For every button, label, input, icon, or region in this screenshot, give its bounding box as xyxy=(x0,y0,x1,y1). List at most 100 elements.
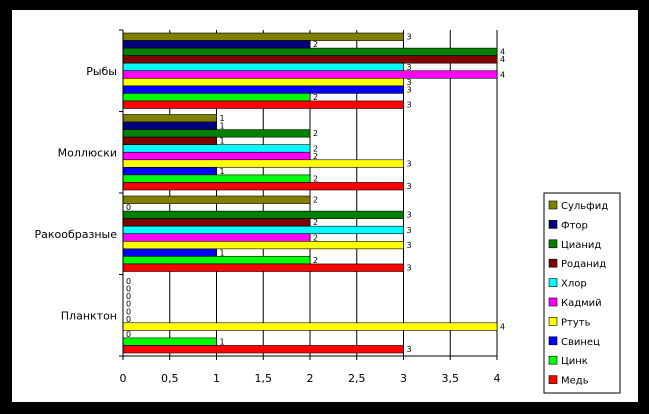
bar xyxy=(122,129,311,138)
legend-label: Цинк xyxy=(561,356,588,367)
data-label: 2 xyxy=(313,129,318,138)
bar xyxy=(122,225,404,235)
legend-swatch xyxy=(548,355,558,365)
bar xyxy=(122,85,404,94)
legend-label: Цианид xyxy=(561,240,601,251)
data-label: 0 xyxy=(126,292,131,301)
legend-swatch xyxy=(548,258,558,268)
data-label: 1 xyxy=(220,137,225,146)
bar xyxy=(122,151,311,161)
bar xyxy=(122,210,404,219)
bar xyxy=(122,337,217,346)
bar xyxy=(122,40,311,49)
value-axis: 0 0,5 1 1,5 2 2,5 3 3,5 4 xyxy=(120,356,501,385)
data-label: 1 xyxy=(220,167,225,176)
legend-label: Свинец xyxy=(561,337,600,348)
category-label: Планктон xyxy=(61,309,117,322)
data-label: 3 xyxy=(407,211,412,220)
data-label: 3 xyxy=(407,101,412,110)
legend-swatch xyxy=(548,375,558,384)
data-label: 1 xyxy=(220,248,225,257)
data-label: 2 xyxy=(313,174,318,183)
data-label: 2 xyxy=(313,152,318,161)
bar xyxy=(122,218,311,227)
legend-swatch xyxy=(548,200,558,210)
data-label: 4 xyxy=(500,48,505,57)
data-label: 3 xyxy=(407,159,412,168)
bar xyxy=(122,55,498,64)
data-label: 3 xyxy=(407,264,412,273)
x-tick-label: 4 xyxy=(494,372,501,385)
data-label: 2 xyxy=(313,196,318,205)
legend-label: Хлор xyxy=(561,279,587,290)
bar xyxy=(122,136,217,145)
bar xyxy=(122,159,404,168)
x-tick-label: 1,5 xyxy=(255,372,273,385)
data-label: 3 xyxy=(407,182,412,191)
bar xyxy=(122,182,404,191)
legend-label: Фтор xyxy=(561,220,588,231)
legend-label: Сульфид xyxy=(561,201,608,212)
bar xyxy=(122,32,404,41)
data-label: 2 xyxy=(313,218,318,227)
data-label: 1 xyxy=(220,122,225,131)
data-label: 0 xyxy=(126,203,131,212)
data-label: 3 xyxy=(407,85,412,94)
legend-label: Кадмий xyxy=(561,298,602,309)
data-label: 3 xyxy=(407,33,412,42)
bar xyxy=(122,322,498,331)
legend-label: Медь xyxy=(561,376,589,387)
bar xyxy=(122,174,311,183)
data-label: 4 xyxy=(500,322,505,331)
data-label: 0 xyxy=(126,300,131,309)
bar xyxy=(122,47,498,56)
x-tick-label: 2,5 xyxy=(348,372,366,385)
bar xyxy=(122,263,404,272)
bar xyxy=(122,248,217,257)
legend-swatch xyxy=(548,220,558,229)
x-tick-label: 3 xyxy=(400,372,407,385)
legend-label: Роданид xyxy=(561,259,606,270)
bar xyxy=(122,345,404,354)
bar xyxy=(122,93,311,102)
data-label: 3 xyxy=(407,63,412,72)
legend: Сульфид Фтор Цианид Роданид Хлор Кадмий Ртуть С… xyxy=(543,192,621,394)
bar xyxy=(122,100,404,109)
category-axis: Рыбы Моллюски Ракообразные Планктон xyxy=(35,29,123,357)
data-label: 2 xyxy=(313,233,318,242)
bar xyxy=(122,256,311,265)
data-label: 0 xyxy=(126,307,131,316)
data-label: 4 xyxy=(500,55,505,64)
legend-swatch xyxy=(548,317,558,326)
data-label: 2 xyxy=(313,40,318,49)
x-tick-label: 0,5 xyxy=(161,372,179,385)
data-label: 0 xyxy=(126,315,131,324)
bar xyxy=(122,195,311,204)
x-tick-label: 3,5 xyxy=(442,372,460,385)
bar xyxy=(122,121,217,130)
bar xyxy=(122,233,311,242)
data-label: 3 xyxy=(407,345,412,354)
bar xyxy=(122,114,217,123)
bar xyxy=(122,70,498,79)
legend-swatch xyxy=(548,239,558,249)
category-label: Рыбы xyxy=(86,65,117,78)
data-label: 4 xyxy=(500,70,505,79)
legend-swatch xyxy=(548,278,558,287)
legend-label: Ртуть xyxy=(561,317,591,328)
x-tick-label: 1 xyxy=(213,372,220,385)
bar xyxy=(122,62,404,72)
bar xyxy=(122,144,311,153)
legend-swatch xyxy=(548,297,558,307)
data-label: 2 xyxy=(313,256,318,265)
category-label: Моллюски xyxy=(58,146,117,159)
legend-swatch xyxy=(548,336,558,346)
data-label: 3 xyxy=(407,78,412,87)
data-label: 0 xyxy=(126,285,131,294)
bar xyxy=(122,241,404,250)
data-label: 3 xyxy=(407,226,412,235)
x-tick-label: 0 xyxy=(120,372,127,385)
bar xyxy=(122,167,217,176)
